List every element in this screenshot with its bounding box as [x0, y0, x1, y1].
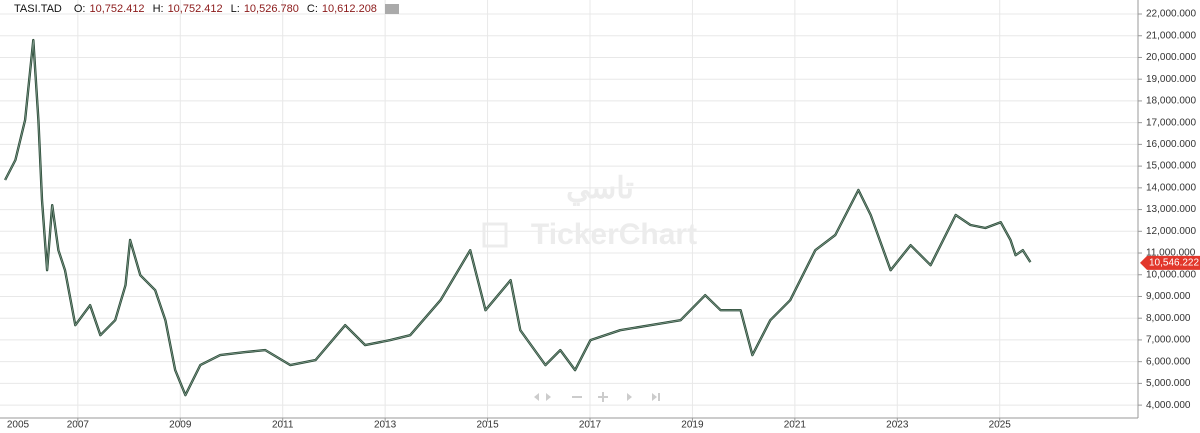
ohlc-header: TASI.TAD O: 10,752.412 H: 10,752.412 L: 10,526…	[14, 3, 403, 15]
last-price-tag	[1140, 255, 1200, 270]
y-tick-label: 13,000.000	[1146, 204, 1196, 215]
y-tick-label: 6,000.000	[1146, 356, 1191, 367]
last-price-label: 10,546.222	[1149, 258, 1199, 269]
x-tick-label: 2011	[272, 420, 294, 431]
nav-end-bar[interactable]	[658, 393, 660, 401]
x-tick-label: 2005	[7, 420, 30, 431]
more-button[interactable]	[384, 4, 399, 15]
x-tick-label: 2015	[476, 420, 499, 431]
x-tick-label: 2009	[169, 420, 192, 431]
watermark-logo	[482, 222, 508, 248]
y-tick-label: 5,000.000	[1146, 378, 1191, 389]
nav-left-fast[interactable]	[546, 393, 551, 401]
y-tick-label: 11,000.000	[1146, 248, 1196, 259]
field-value: 10,612.208	[321, 3, 377, 15]
y-tick-label: 20,000.000	[1146, 52, 1196, 63]
x-tick-label: 2025	[989, 420, 1012, 431]
x-tick-label: 2017	[579, 420, 602, 431]
y-tick-label: 18,000.000	[1146, 96, 1196, 107]
field-label: L:	[230, 3, 240, 15]
zoom-in-v[interactable]	[602, 392, 604, 402]
field-label: O:	[73, 3, 86, 15]
grid	[0, 0, 1138, 418]
x-tick-label: 2019	[681, 420, 704, 431]
y-tick-label: 14,000.000	[1146, 182, 1196, 193]
nav-left[interactable]	[534, 393, 539, 401]
y-tick-label: 21,000.000	[1146, 30, 1196, 41]
y-tick-label: 12,000.000	[1146, 226, 1196, 237]
y-tick-label: 9,000.000	[1146, 291, 1191, 302]
x-tick-label: 2023	[886, 420, 909, 431]
y-tick-label: 15,000.000	[1146, 161, 1196, 172]
price-line-highlight	[4, 40, 1031, 396]
x-tick-label: 2007	[67, 420, 90, 431]
y-tick-label: 4,000.000	[1146, 400, 1191, 411]
y-tick-label: 22,000.000	[1146, 9, 1196, 20]
price-line	[4, 38, 1032, 397]
nav-buttons	[534, 392, 660, 402]
y-tick-label: 7,000.000	[1146, 335, 1191, 346]
y-tick-label: 19,000.000	[1146, 74, 1196, 85]
field-value: 10,526.780	[243, 3, 299, 15]
x-tick-label: 2021	[784, 420, 807, 431]
watermark-arabic: تاسي	[566, 172, 634, 206]
field-value: 10,752.412	[89, 3, 145, 15]
nav-right[interactable]	[627, 393, 632, 401]
x-tick-label: 2013	[374, 420, 397, 431]
y-tick-label: 17,000.000	[1146, 117, 1196, 128]
field-value: 10,752.412	[167, 3, 223, 15]
y-tick-label: 10,000.000	[1146, 269, 1196, 280]
y-tick-label: 16,000.000	[1146, 139, 1196, 150]
zoom-out[interactable]	[572, 396, 582, 398]
y-tick-label: 8,000.000	[1146, 313, 1191, 324]
watermark-brand: TickerChart	[531, 218, 697, 251]
nav-end[interactable]	[652, 393, 657, 401]
symbol: TASI.TAD	[14, 3, 62, 15]
field-label: C:	[306, 3, 318, 15]
field-label: H:	[152, 3, 164, 15]
